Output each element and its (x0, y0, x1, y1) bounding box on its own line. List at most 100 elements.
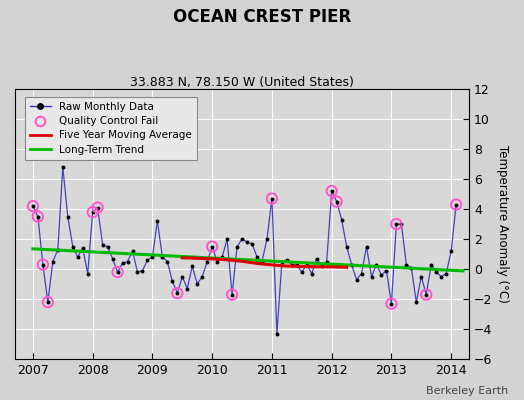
Point (288, 261, 296, 268)
Point (228, 292, 236, 298)
Point (178, 273, 187, 280)
Point (108, 255, 117, 262)
Point (83, 270, 92, 277)
Point (407, 264, 416, 271)
Point (328, 188, 336, 194)
Point (447, 248, 455, 254)
Point (34, 213, 42, 220)
Point (148, 254, 157, 260)
Point (328, 188, 336, 194)
Text: Berkeley Earth: Berkeley Earth (426, 386, 508, 396)
Point (43, 299, 52, 305)
Point (253, 254, 261, 260)
Point (143, 257, 151, 263)
Point (233, 243, 241, 250)
Point (298, 269, 306, 275)
Point (268, 195, 276, 202)
Point (422, 292, 430, 298)
Point (73, 254, 82, 260)
Point (442, 270, 451, 277)
Point (263, 236, 271, 242)
Point (342, 243, 351, 250)
Point (49, 258, 57, 265)
Point (402, 261, 410, 268)
Point (417, 273, 425, 280)
Point (99, 242, 107, 248)
Title: 33.883 N, 78.150 W (United States): 33.883 N, 78.150 W (United States) (130, 76, 354, 89)
Point (337, 216, 346, 223)
Point (113, 269, 122, 275)
Y-axis label: Temperature Anomaly (°C): Temperature Anomaly (°C) (496, 145, 509, 303)
Point (347, 261, 356, 268)
Point (168, 278, 177, 284)
Point (308, 270, 316, 277)
Point (59, 164, 67, 170)
Point (69, 243, 77, 250)
Point (123, 258, 132, 265)
Point (357, 270, 366, 277)
Point (63, 213, 72, 220)
Point (372, 261, 380, 268)
Point (208, 243, 216, 250)
Point (118, 260, 127, 266)
Point (322, 258, 331, 265)
Point (412, 299, 421, 305)
Point (332, 198, 341, 205)
Point (93, 204, 102, 211)
Legend: Raw Monthly Data, Quality Control Fail, Five Year Moving Average, Long-Term Tren: Raw Monthly Data, Quality Control Fail, … (25, 97, 197, 160)
Point (173, 290, 181, 296)
Point (248, 240, 256, 247)
Point (228, 292, 236, 298)
Point (53, 246, 62, 253)
Point (29, 203, 37, 209)
Point (188, 263, 196, 269)
Point (422, 292, 430, 298)
Point (383, 267, 391, 274)
Point (367, 273, 376, 280)
Point (452, 201, 460, 208)
Point (377, 272, 386, 278)
Point (397, 221, 406, 227)
Point (243, 239, 251, 245)
Text: OCEAN CREST PIER: OCEAN CREST PIER (173, 8, 351, 26)
Point (238, 236, 246, 242)
Point (89, 209, 97, 215)
Point (278, 258, 286, 265)
Point (158, 254, 167, 260)
Point (29, 203, 37, 209)
Point (452, 201, 460, 208)
Point (93, 204, 102, 211)
Point (79, 245, 87, 251)
Point (213, 258, 221, 265)
Point (258, 258, 266, 265)
Point (163, 258, 171, 265)
Point (208, 243, 216, 250)
Point (128, 248, 137, 254)
Point (353, 276, 361, 283)
Point (392, 221, 400, 227)
Point (153, 218, 161, 224)
Point (223, 236, 231, 242)
Point (39, 261, 47, 268)
Point (272, 330, 281, 337)
Point (362, 243, 370, 250)
Point (392, 221, 400, 227)
Point (387, 300, 396, 307)
Point (427, 261, 435, 268)
Point (34, 213, 42, 220)
Point (282, 257, 291, 263)
Point (302, 261, 311, 268)
Point (43, 299, 52, 305)
Point (89, 209, 97, 215)
Point (183, 286, 191, 292)
Point (193, 281, 201, 287)
Point (133, 269, 141, 275)
Point (198, 273, 206, 280)
Point (432, 269, 441, 275)
Point (39, 261, 47, 268)
Point (268, 195, 276, 202)
Point (332, 198, 341, 205)
Point (113, 269, 122, 275)
Point (312, 255, 321, 262)
Point (318, 263, 326, 269)
